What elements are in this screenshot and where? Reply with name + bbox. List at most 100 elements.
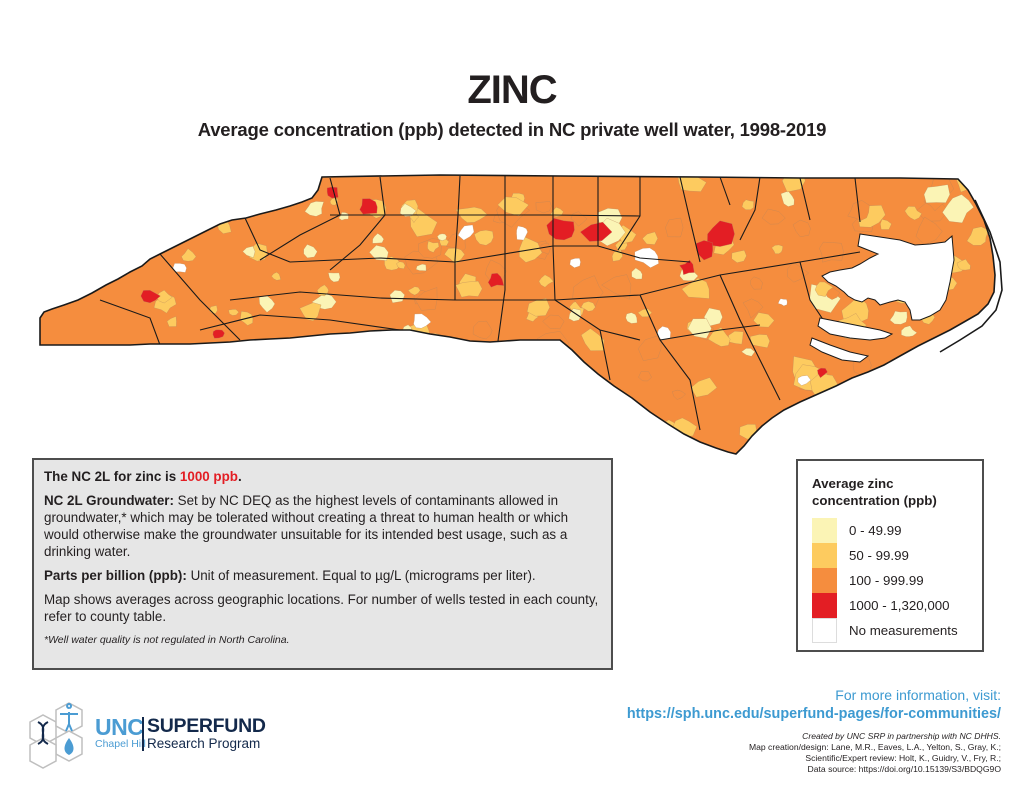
area-patch — [631, 267, 643, 280]
area-patch — [166, 316, 177, 327]
county-border — [199, 314, 401, 331]
area-patch — [542, 314, 565, 330]
area-patch — [542, 408, 560, 422]
area-patch — [942, 194, 974, 224]
credits: Created by UNC SRP in partnership with N… — [749, 731, 1001, 775]
pamlico-river — [817, 317, 894, 341]
area-patch — [538, 274, 554, 288]
albemarle-sound — [821, 233, 955, 321]
area-patch — [472, 320, 493, 340]
area-patch — [407, 286, 421, 296]
area-patch — [792, 219, 811, 237]
area-patch — [742, 298, 764, 319]
county-border — [739, 176, 761, 241]
area-patch — [447, 403, 460, 414]
legend-label: 0 - 49.99 — [849, 523, 902, 538]
area-patch — [472, 354, 503, 384]
legend-swatch — [812, 618, 837, 643]
county-border — [659, 324, 761, 341]
legend-item: 0 - 49.99 — [812, 518, 982, 543]
legend-label: No measurements — [849, 623, 958, 638]
legend-swatch — [812, 543, 837, 568]
map-fill-group — [40, 175, 995, 454]
legend-item: No measurements — [812, 618, 982, 643]
legend-title: Average zinc concentration (ppb) — [812, 476, 937, 508]
area-patch — [889, 310, 908, 325]
area-patch — [935, 424, 950, 439]
area-patch — [228, 309, 240, 316]
county-border — [329, 176, 386, 271]
high-concentration-area — [546, 218, 575, 241]
area-patch — [413, 426, 433, 442]
area-patch — [545, 416, 563, 432]
area-patch — [242, 246, 256, 258]
county-border — [719, 176, 731, 206]
no-data-area — [569, 258, 581, 268]
no-data-area — [457, 224, 475, 241]
area-patch — [924, 397, 946, 414]
area-patch — [956, 259, 971, 271]
legend-item: 100 - 999.99 — [812, 568, 982, 593]
area-patch — [741, 199, 754, 210]
area-patch — [166, 211, 182, 221]
area-patch — [731, 250, 747, 263]
area-patch — [369, 245, 389, 261]
county-border — [289, 245, 691, 263]
county-border — [719, 274, 781, 401]
county-border — [679, 176, 701, 263]
area-patch — [428, 339, 465, 368]
groundwater-definition: NC 2L Groundwater: Set by NC DEQ as the … — [44, 492, 601, 560]
high-concentration-area — [140, 290, 161, 304]
county-border — [454, 175, 461, 300]
area-patch — [427, 240, 440, 253]
county-border — [99, 299, 161, 346]
area-patch — [214, 211, 224, 219]
area-patch — [703, 307, 723, 327]
area-patch — [901, 325, 918, 337]
area-patch — [550, 207, 564, 217]
standard-prefix: The NC 2L for zinc is — [44, 469, 180, 484]
area-patch — [501, 366, 533, 391]
area-patch — [955, 404, 970, 418]
area-patch — [538, 370, 561, 398]
nc-state-outline — [39, 174, 996, 455]
area-patch — [372, 233, 384, 244]
logo-research-program: Research Program — [147, 736, 261, 751]
groundwater-text: Set by NC DEQ as the highest levels of c… — [44, 493, 569, 559]
sounds-water — [809, 233, 955, 363]
area-patch — [771, 244, 783, 254]
more-info-link[interactable]: https://sph.unc.edu/superfund-pages/for-… — [626, 706, 1001, 722]
area-patch — [625, 312, 638, 324]
area-patch — [558, 368, 592, 394]
legend-label: 100 - 999.99 — [849, 573, 924, 588]
area-patch — [904, 206, 922, 221]
county-border — [244, 217, 291, 263]
averages-note: Map shows averages across geographic loc… — [44, 592, 599, 624]
high-concentration-area — [707, 220, 735, 247]
area-patch — [437, 233, 447, 241]
area-patch — [580, 301, 596, 312]
legend-label: 50 - 99.99 — [849, 548, 909, 563]
logo-superfund: SUPERFUND — [147, 715, 266, 737]
area-patch — [780, 190, 795, 207]
county-border — [259, 177, 341, 261]
county-border — [799, 177, 811, 221]
area-patch — [952, 388, 975, 416]
area-patch — [707, 327, 731, 347]
area-patch — [945, 367, 962, 385]
area-patch — [753, 312, 775, 328]
area-patch — [396, 261, 406, 269]
area-patch — [258, 295, 276, 313]
area-patch — [814, 281, 834, 297]
area-patch — [896, 384, 908, 396]
area-patch — [572, 275, 604, 309]
footnote: *Well water quality is not regulated in … — [44, 634, 290, 646]
area-patch — [399, 203, 417, 217]
credits-design: Map creation/design: Lane, M.R., Eaves, … — [748, 742, 1001, 752]
area-patch — [741, 348, 756, 357]
area-patch — [581, 328, 605, 351]
legend-swatch — [812, 593, 837, 618]
human-figure-icon — [60, 703, 78, 732]
area-patch — [389, 290, 405, 304]
credits-review: Scientific/Expert review: Holt, K., Guid… — [805, 753, 1001, 763]
